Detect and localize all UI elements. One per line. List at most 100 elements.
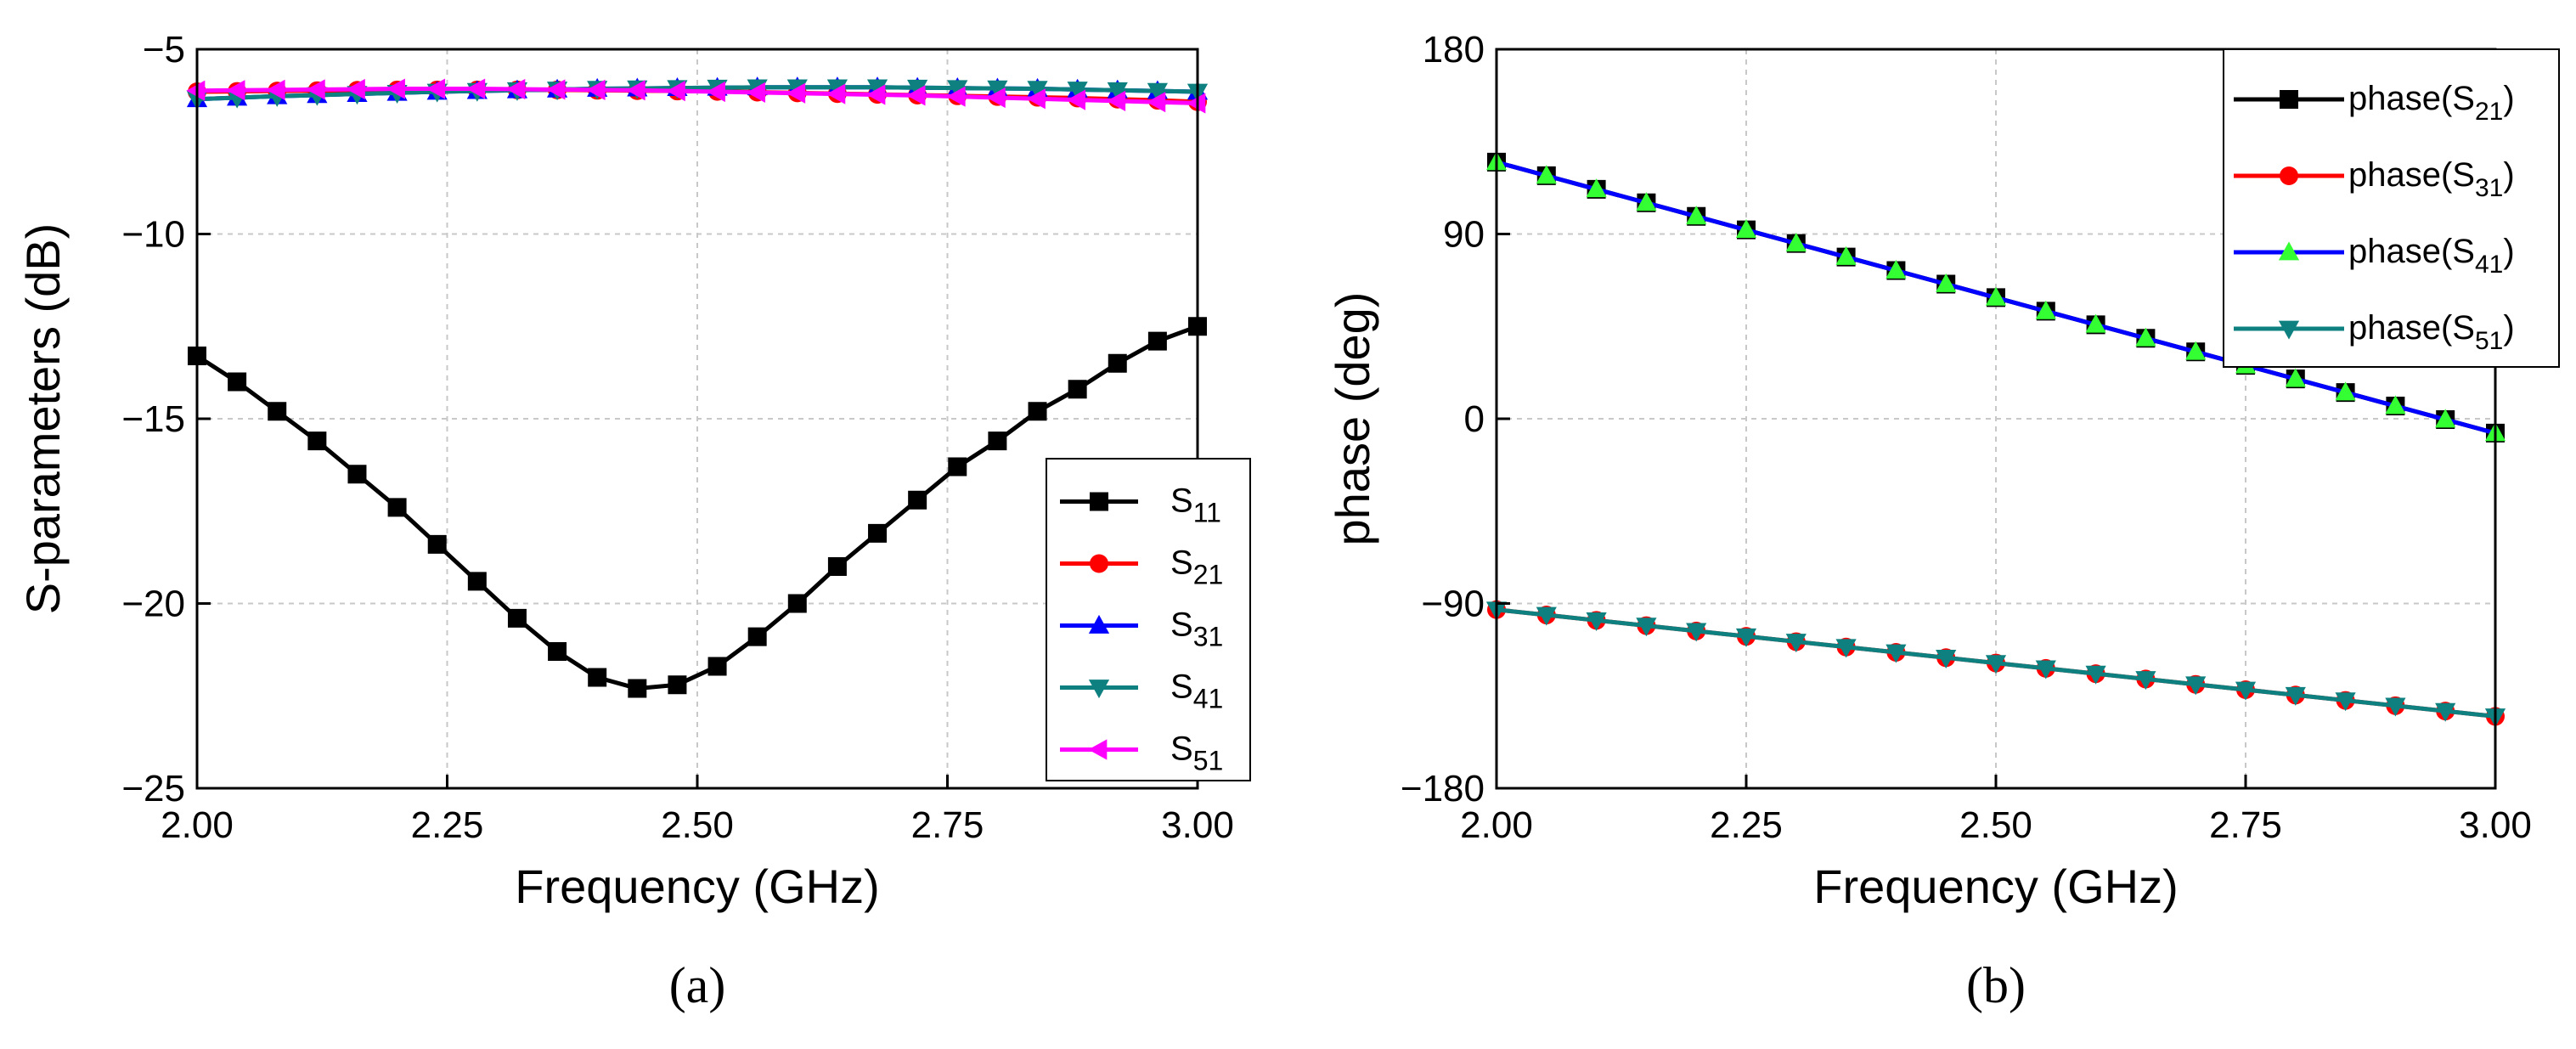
legend-label: S51 [1170, 730, 1223, 776]
legend-item: phase(S31) [2234, 156, 2515, 202]
data-point [228, 372, 247, 392]
data-point [2185, 341, 2207, 360]
data-point [1187, 93, 1206, 114]
data-point [946, 86, 966, 107]
legend-box [2223, 48, 2560, 368]
legend-item: phase(S41) [2234, 233, 2515, 279]
data-point [1835, 639, 1857, 658]
data-point [2035, 660, 2056, 680]
y-tick-label: −90 [1421, 584, 1485, 625]
legend-item: S21 [1060, 544, 1223, 590]
data-point [1936, 273, 1957, 292]
data-point [948, 457, 967, 477]
legend-item: phase(S51) [2234, 309, 2515, 355]
data-point [346, 78, 365, 100]
data-point [1026, 88, 1046, 110]
legend-marker [2280, 166, 2298, 185]
data-point [2285, 686, 2306, 706]
data-point [786, 82, 806, 104]
legend-marker [1090, 492, 1108, 511]
x-tick-label: 2.75 [2209, 804, 2282, 846]
x-axis-label: Frequency (GHz) [1813, 860, 2178, 913]
data-point [1785, 232, 1807, 251]
data-point [907, 79, 928, 99]
y-tick-label: 90 [1443, 214, 1485, 256]
legend-item: S41 [1060, 668, 1223, 714]
data-point [1936, 649, 1957, 668]
data-point [268, 402, 287, 421]
legend-label: S21 [1170, 544, 1223, 590]
data-point [947, 80, 968, 99]
data-point [2335, 692, 2356, 712]
legend-label: phase(S31) [2348, 156, 2515, 202]
data-point [2085, 313, 2106, 333]
x-tick-label: 2.50 [1959, 804, 2032, 846]
data-point [2085, 665, 2106, 685]
chart-b: 2.00 2.25 2.50 2.75 3.00 −180 −90 0 90 180 Frequen… [1326, 29, 2560, 1013]
legend-label: phase(S41) [2348, 233, 2515, 279]
x-tick-label: 2.00 [161, 804, 234, 846]
data-point [1067, 82, 1088, 101]
data-point [548, 642, 567, 662]
data-point [586, 79, 606, 100]
data-point [787, 594, 807, 613]
data-point [2435, 409, 2456, 428]
data-point [706, 81, 725, 103]
data-point [1785, 634, 1807, 653]
data-point [1536, 165, 1557, 184]
data-point [2385, 697, 2406, 717]
y-tick-label: −20 [121, 584, 185, 625]
data-point [747, 627, 767, 646]
series-phases51 [1485, 601, 2506, 728]
data-point [1066, 89, 1085, 110]
data-point [1068, 380, 1087, 399]
data-point [427, 534, 447, 554]
data-point [1985, 286, 2007, 306]
data-point [1586, 178, 1607, 198]
data-point [986, 87, 1006, 109]
data-point [1147, 92, 1166, 113]
x-tick-label: 3.00 [1161, 804, 1234, 846]
legend-item: S51 [1060, 730, 1223, 776]
x-tick-label: 3.00 [2459, 804, 2532, 846]
data-point [226, 80, 245, 101]
series-s51 [186, 78, 1206, 114]
gridlines [1497, 49, 2495, 788]
data-point [2135, 327, 2156, 347]
data-point [1636, 192, 1657, 211]
data-point [906, 85, 926, 106]
data-point [2035, 300, 2056, 319]
y-tick-label: 0 [1464, 398, 1485, 440]
data-point [426, 78, 446, 99]
data-point [467, 572, 487, 591]
data-point [1586, 612, 1607, 631]
y-tick-label: −5 [143, 29, 185, 70]
data-point [186, 80, 206, 101]
data-point [2135, 671, 2156, 691]
x-tick-label: 2.50 [661, 804, 734, 846]
y-tick-label: 180 [1423, 29, 1485, 70]
series-s11 [188, 317, 1207, 698]
data-point [747, 82, 766, 103]
data-point [1027, 81, 1048, 100]
y-axis-label: S-parameters (dB) [16, 223, 70, 615]
data-point [866, 79, 888, 99]
legend-label: phase(S21) [2348, 80, 2515, 126]
data-point [2435, 702, 2456, 722]
data-point [1686, 623, 1707, 642]
data-point [1885, 644, 1907, 663]
data-point [987, 80, 1008, 99]
data-point [2285, 368, 2306, 387]
data-point [307, 431, 327, 451]
data-point [507, 608, 527, 628]
x-tick-label: 2.75 [911, 804, 984, 846]
x-tick-label: 2.25 [411, 804, 484, 846]
data-point [2335, 381, 2356, 401]
legend-marker [1090, 554, 1108, 573]
data-point [826, 83, 846, 104]
data-point [988, 431, 1007, 451]
data-point [1885, 259, 1907, 279]
data-point [506, 78, 526, 100]
data-point [387, 498, 407, 517]
data-point [1536, 606, 1557, 626]
